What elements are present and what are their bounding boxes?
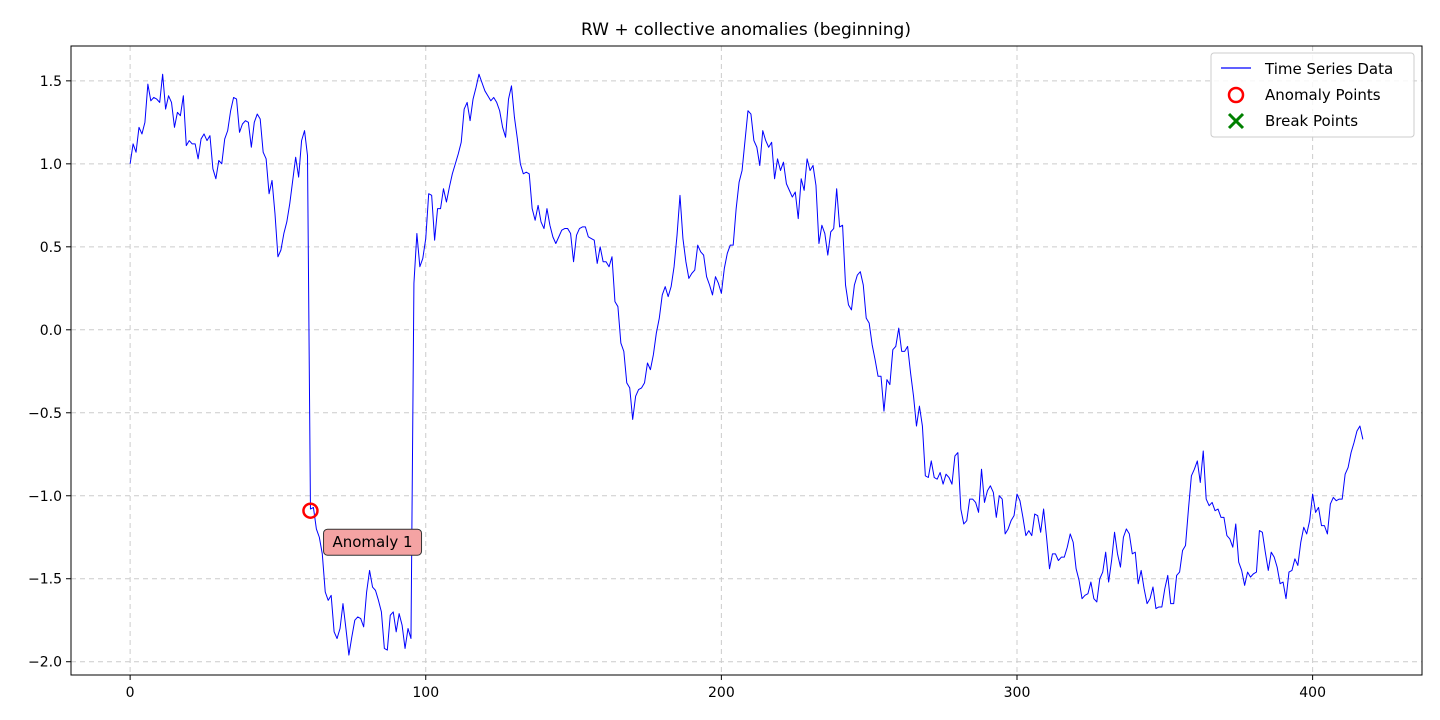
legend-label-series: Time Series Data	[1264, 60, 1393, 78]
legend-break-swatch	[1227, 112, 1245, 130]
legend-box	[1210, 52, 1415, 138]
y-tick-label: 1.0	[40, 157, 62, 173]
x-tick-label: 300	[1004, 685, 1031, 701]
series-line	[129, 73, 1364, 656]
anomaly-point	[302, 502, 319, 519]
y-tick-label: 1.5	[40, 74, 62, 90]
plot-frame	[70, 45, 1423, 676]
chart-title: RW + collective anomalies (beginning)	[581, 20, 911, 40]
grid	[71, 46, 1422, 675]
y-tick-label: −1.0	[28, 489, 62, 505]
y-tick-label: −2.0	[28, 655, 62, 671]
marker-layer	[302, 502, 319, 519]
x-tick-label: 0	[126, 685, 135, 701]
annotation-layer: Anomaly 1	[323, 528, 423, 556]
annotation: Anomaly 1	[323, 528, 423, 556]
y-tick-label: −0.5	[28, 406, 62, 422]
x-tick-label: 100	[412, 685, 439, 701]
y-tick-label: −1.5	[28, 572, 62, 588]
series-layer	[129, 73, 1364, 656]
legend-label-break: Break Points	[1265, 112, 1358, 130]
x-axis: 0 100 200 300 400	[126, 675, 1326, 701]
legend-anomaly-swatch	[1227, 86, 1245, 104]
annotation-box	[323, 528, 423, 556]
y-axis: −2.0 −1.5 −1.0 −0.5 0.0 0.5 1.0 1.5	[28, 74, 71, 671]
y-tick-label: 0.0	[40, 323, 62, 339]
annotation-label: Anomaly 1	[332, 533, 412, 551]
y-tick-label: 0.5	[40, 240, 62, 256]
legend: Time Series Data Anomaly Points Break Po…	[1210, 52, 1415, 138]
x-tick-label: 200	[708, 685, 735, 701]
x-tick-label: 400	[1299, 685, 1326, 701]
legend-label-anomaly: Anomaly Points	[1265, 86, 1381, 104]
